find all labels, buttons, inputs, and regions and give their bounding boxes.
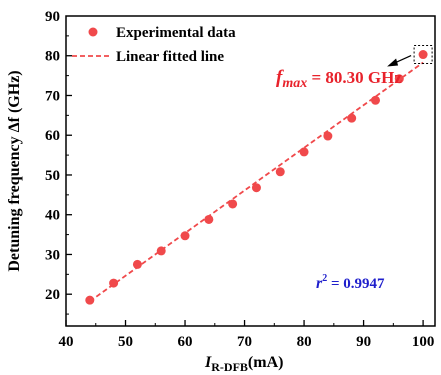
x-axis-label: IR-DFB(mA) (204, 354, 283, 374)
plot-frame (65, 15, 436, 327)
highlight-box (413, 45, 433, 65)
y-tick-label: 60 (45, 128, 60, 144)
data-point (299, 147, 309, 157)
x-tick-label: 80 (297, 334, 312, 350)
y-tick-label: 30 (45, 247, 60, 263)
r2-symbol: r (316, 275, 323, 292)
fmax-symbol: f (276, 67, 284, 88)
y-tick-label: 70 (45, 88, 60, 104)
x-tick-label: 70 (237, 334, 252, 350)
data-point (370, 95, 380, 105)
legend: Experimental data Linear fitted line (72, 25, 236, 65)
linear-fit-series (89, 61, 424, 303)
r2-annotation: r2 = 0.9947 (316, 273, 385, 292)
x-tick-label: 60 (178, 334, 193, 350)
data-point (109, 278, 119, 288)
data-point (275, 167, 285, 177)
y-tick-label: 80 (45, 49, 60, 65)
fmax-annotation: fmax = 80.30 GHz (276, 67, 402, 91)
legend-label-linear-fit: Linear fitted line (116, 49, 224, 65)
highlight-arrow-head (387, 58, 399, 67)
x-tick-label: 90 (356, 334, 371, 350)
data-point (204, 214, 214, 224)
x-axis-label-unit: (mA) (248, 354, 284, 371)
fmax-value: = 80.30 GHz (307, 68, 402, 87)
data-point (418, 50, 428, 60)
legend-label-experimental: Experimental data (116, 25, 236, 41)
legend-marker-experimental (88, 27, 98, 37)
data-point (228, 199, 238, 209)
data-point (323, 131, 333, 141)
y-axis-ticks: 20 30 40 50 60 70 80 90 (45, 9, 72, 315)
experimental-data-series (85, 50, 428, 305)
r2-value: = 0.9947 (327, 276, 385, 292)
data-point (85, 295, 95, 305)
data-point (347, 113, 357, 123)
x-tick-label: 50 (118, 334, 133, 350)
y-tick-label: 90 (45, 9, 60, 25)
y-tick-label: 40 (45, 208, 60, 224)
x-tick-label: 100 (412, 334, 435, 350)
fmax-highlight (387, 45, 433, 67)
data-point (132, 259, 142, 269)
fmax-subscript: max (282, 76, 307, 91)
data-point (251, 183, 261, 193)
data-point (394, 74, 404, 84)
data-point (156, 246, 166, 256)
x-axis-ticks: 40 50 60 70 80 90 100 (59, 320, 435, 350)
r2-superscript: 2 (322, 273, 327, 284)
x-axis-label-sub: R-DFB (211, 360, 248, 374)
y-axis-label: Detuning frequency Δf (GHz) (6, 70, 23, 271)
data-point (180, 231, 190, 241)
fit-line (89, 61, 424, 303)
y-tick-label: 50 (45, 168, 60, 184)
x-axis-label-main: I (204, 354, 212, 371)
y-tick-label: 20 (45, 287, 60, 303)
x-tick-label: 40 (59, 334, 74, 350)
